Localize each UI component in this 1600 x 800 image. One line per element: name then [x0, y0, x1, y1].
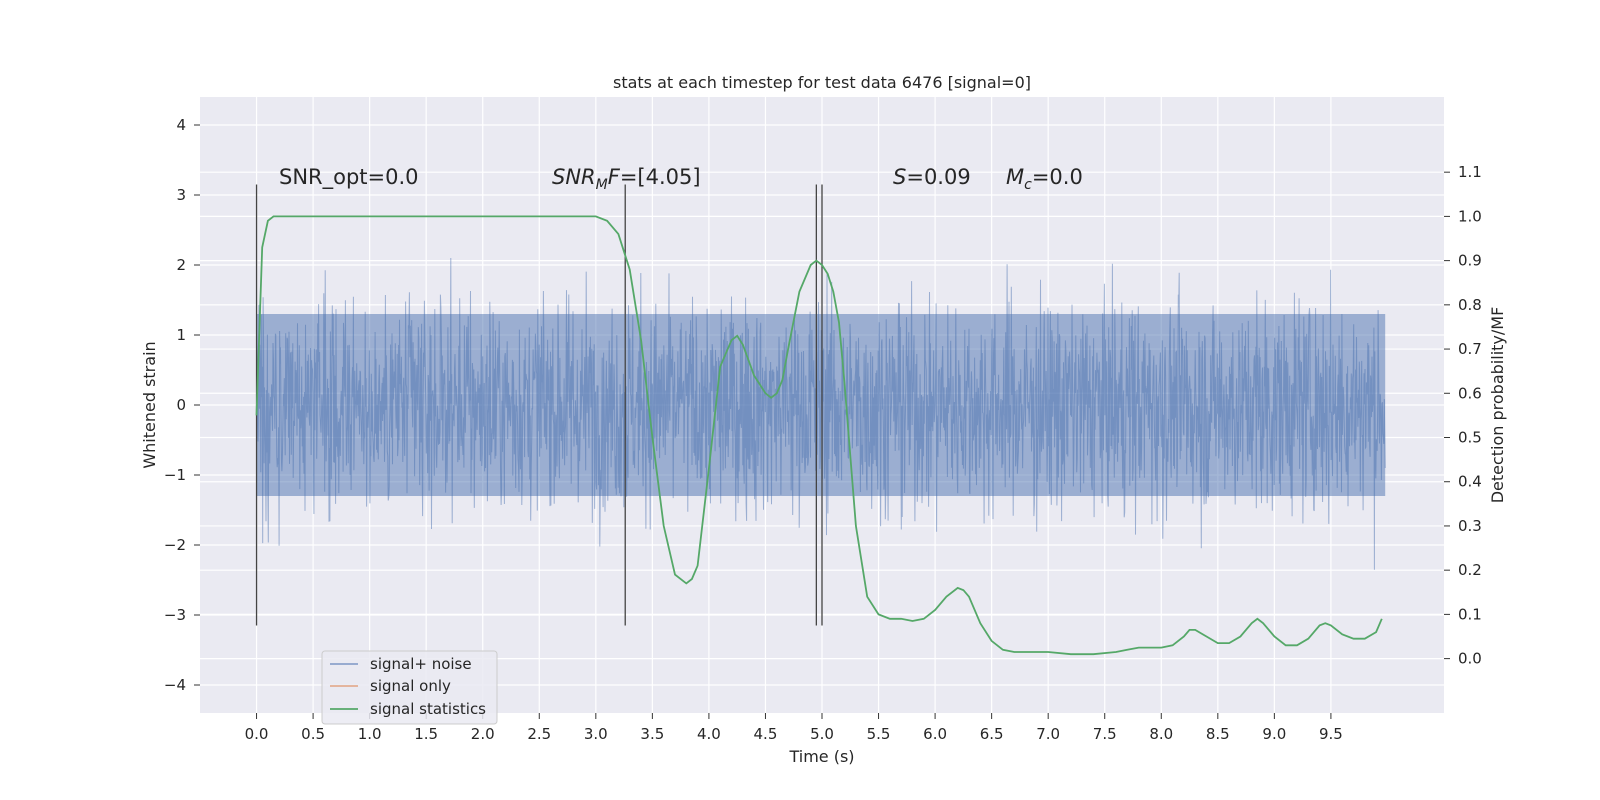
y2-tick-label: 0.2 [1458, 561, 1482, 579]
s-annotation: S=0.09 [893, 165, 971, 189]
y2-tick-label: 0.0 [1458, 650, 1482, 668]
x-tick-label: 0.0 [245, 725, 269, 743]
y2-tick-label: 0.1 [1458, 605, 1482, 623]
y2-tick-label: 1.0 [1458, 207, 1482, 225]
y-axis-label: Whitened strain [140, 341, 159, 468]
snr-mf-f: F [608, 165, 621, 189]
y-tick-label: 2 [176, 256, 186, 274]
y-tick-label: −2 [164, 536, 186, 554]
x-axis-label: Time (s) [788, 747, 854, 766]
snr-opt-annotation: SNR_opt=0.0 [279, 165, 419, 190]
x-tick-label: 6.5 [980, 725, 1004, 743]
s-var: S [893, 165, 906, 189]
x-tick-label: 1.0 [358, 725, 382, 743]
mc-value: =0.0 [1032, 165, 1083, 189]
y-tick-label: −1 [164, 466, 186, 484]
x-tick-label: 7.0 [1036, 725, 1060, 743]
snr-mf-value: =[4.05] [620, 165, 701, 189]
legend-signal-label: signal only [370, 677, 451, 695]
y2-tick-label: 0.5 [1458, 429, 1482, 447]
x-tick-label: 9.5 [1319, 725, 1343, 743]
mc-annotation: Mc=0.0 [1006, 165, 1083, 193]
snr-mf-var: SNR [552, 165, 596, 189]
snr-mf-sub: M [596, 177, 608, 193]
x-tick-label: 0.5 [301, 725, 325, 743]
y2-tick-label: 0.7 [1458, 340, 1482, 358]
y2-tick-label: 1.1 [1458, 163, 1482, 181]
x-tick-label: 8.0 [1149, 725, 1173, 743]
x-tick-label: 3.5 [640, 725, 664, 743]
snr-mf-annotation: SNRMF=[4.05] [552, 165, 701, 193]
x-tick-label: 5.0 [810, 725, 834, 743]
y2-tick-label: 0.8 [1458, 296, 1482, 314]
y-tick-label: −4 [164, 676, 186, 694]
noise-series [256, 257, 1386, 570]
x-tick-label: 6.0 [923, 725, 947, 743]
x-tick-label: 4.0 [697, 725, 721, 743]
x-tick-label: 7.5 [1093, 725, 1117, 743]
x-tick-label: 8.5 [1206, 725, 1230, 743]
legend: signal+ noise signal only signal statist… [321, 650, 498, 725]
x-tick-label: 1.5 [414, 725, 438, 743]
x-tick-label: 2.5 [527, 725, 551, 743]
x-tick-label: 3.0 [584, 725, 608, 743]
y-tick-label: 0 [176, 396, 186, 414]
chart-title: stats at each timestep for test data 647… [613, 73, 1031, 92]
y-tick-label: 1 [176, 326, 186, 344]
y-axis-ticks: 4 3 2 1 0 −1 −2 −3 −4 [164, 116, 200, 694]
legend-noise-label: signal+ noise [370, 655, 472, 673]
noise-line [256, 257, 1386, 570]
y-tick-label: 3 [176, 186, 186, 204]
x-tick-label: 2.0 [471, 725, 495, 743]
legend-box [321, 650, 498, 725]
y2-tick-label: 0.9 [1458, 252, 1482, 270]
signal-statistics-line [255, 215, 1383, 656]
mc-var: M [1006, 165, 1024, 189]
y2-axis-label: Detection probability/MF [1488, 307, 1507, 504]
y-tick-label: 4 [176, 116, 186, 134]
legend-stats-label: signal statistics [370, 700, 486, 718]
s-value: =0.09 [906, 165, 970, 189]
y2-tick-label: 0.6 [1458, 384, 1482, 402]
x-tick-label: 9.0 [1262, 725, 1286, 743]
y2-axis-ticks: 1.1 1.0 0.9 0.8 0.7 0.6 0.5 0.4 0.3 0.2 0.1 0.0 [1444, 163, 1482, 668]
mc-sub: c [1024, 177, 1032, 193]
x-tick-label: 5.5 [867, 725, 891, 743]
x-tick-label: 4.5 [754, 725, 778, 743]
y2-tick-label: 0.4 [1458, 473, 1482, 491]
y2-tick-label: 0.3 [1458, 517, 1482, 535]
x-axis-ticks: 0.0 0.5 1.0 1.5 2.0 2.5 3.0 3.5 4.0 4.5 5.0 5.5 6.0 6… [245, 713, 1343, 743]
y-tick-label: −3 [164, 606, 186, 624]
